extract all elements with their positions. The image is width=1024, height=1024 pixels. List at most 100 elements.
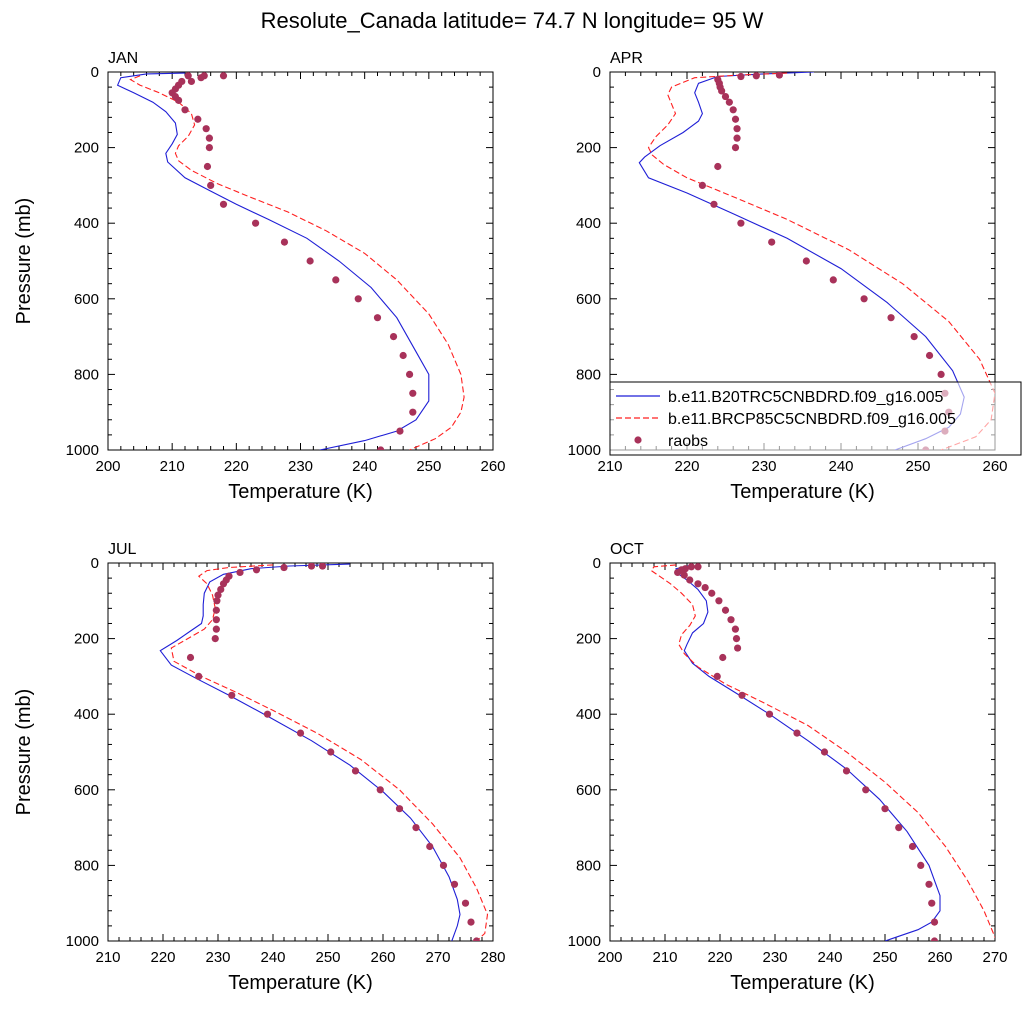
- y-tick-label: 0: [593, 555, 601, 572]
- raobs-point: [731, 144, 740, 152]
- raobs-point: [917, 861, 925, 870]
- y-tick-label: 0: [91, 555, 99, 572]
- x-tick-label: 220: [224, 458, 249, 475]
- rcp85-series-line: [650, 564, 995, 938]
- raobs-point: [734, 644, 742, 652]
- raobs-point: [228, 691, 236, 699]
- raobs-point: [205, 144, 213, 152]
- y-tick-label: 800: [74, 857, 99, 874]
- y-tick-label: 1000: [66, 933, 99, 950]
- raobs-point: [731, 115, 740, 123]
- raobs-point: [694, 580, 702, 588]
- legend-label: raobs: [668, 433, 708, 450]
- x-tick-label: 210: [95, 949, 120, 966]
- raobs-point: [802, 257, 810, 265]
- panels: 200 210 220 230 240 250 260 0 200 400 600 800 1000 JA…: [13, 50, 1008, 994]
- series-group: [159, 563, 489, 941]
- raobs-point: [895, 824, 903, 832]
- raobs-point: [727, 616, 735, 624]
- x-axis-label: Temperature (K): [228, 481, 373, 503]
- raobs-point: [439, 861, 448, 870]
- legend-label: b.e11.BRCP85C5CNBDRD.f09_g16.005: [668, 411, 956, 428]
- plot-frame: [609, 562, 996, 942]
- raobs-point: [186, 653, 195, 662]
- y-axis-label: Pressure (mb): [13, 198, 35, 325]
- raobs-point: [409, 389, 417, 397]
- raobs-point: [219, 200, 228, 208]
- panel-jan: 200 210 220 230 240 250 260 0 200 400 600 800 1000 JA…: [13, 50, 506, 503]
- raobs-point: [351, 767, 360, 775]
- x-axis-label: Temperature (K): [730, 972, 875, 994]
- raobs-point: [207, 181, 215, 189]
- raobs-point: [467, 918, 475, 926]
- panel-title: JUL: [108, 541, 137, 558]
- raobs-point: [426, 842, 434, 851]
- legend-marker: [634, 436, 642, 444]
- y-tick-label: 0: [593, 64, 601, 81]
- panel-title: JAN: [108, 50, 138, 67]
- x-tick-label: 230: [762, 949, 787, 966]
- x-tick-label: 240: [260, 949, 285, 966]
- y-tick-label: 600: [74, 782, 99, 799]
- x-tick-label: 210: [160, 458, 185, 475]
- raobs-point: [737, 72, 745, 81]
- raobs-point: [731, 625, 740, 633]
- panel-title: APR: [610, 50, 643, 67]
- raobs-point: [450, 880, 459, 888]
- y-tick-label: 1000: [66, 442, 99, 459]
- x-tick-label: 240: [828, 458, 853, 475]
- x-tick-label: 210: [652, 949, 677, 966]
- raobs-point: [307, 563, 316, 570]
- raobs-point: [829, 276, 837, 284]
- legend-box: [609, 381, 1022, 456]
- raobs-point: [212, 606, 220, 614]
- raobs-point: [694, 563, 702, 571]
- raobs-point: [729, 106, 737, 114]
- raobs-point: [775, 72, 783, 79]
- raobs-point: [674, 568, 682, 577]
- raobs-point: [925, 351, 934, 360]
- raobs-point: [752, 72, 760, 80]
- raobs-point: [184, 72, 192, 80]
- raobs-point: [930, 937, 939, 941]
- raobs-point: [197, 74, 205, 82]
- raobs-point: [461, 899, 470, 907]
- y-tick-label: 600: [576, 291, 601, 308]
- series-group: [650, 563, 995, 941]
- raobs-point: [405, 370, 414, 378]
- x-tick-label: 200: [597, 949, 622, 966]
- figure-title: Resolute_Canada latitude= 74.7 N longitu…: [261, 8, 764, 33]
- raobs-point: [236, 568, 244, 577]
- x-tick-label: 220: [707, 949, 732, 966]
- historical-series-line: [116, 72, 430, 450]
- raobs-point: [377, 446, 385, 450]
- x-tick-label: 250: [315, 949, 340, 966]
- raobs-point: [687, 563, 696, 571]
- x-tick-label: 230: [205, 949, 230, 966]
- y-tick-label: 200: [74, 631, 99, 648]
- raobs-point: [205, 134, 213, 142]
- x-tick-label: 250: [872, 949, 897, 966]
- rcp85-series-line: [129, 75, 465, 450]
- x-tick-label: 260: [370, 949, 395, 966]
- historical-series-line: [675, 564, 941, 941]
- raobs-point: [409, 408, 417, 416]
- raobs-point: [211, 635, 219, 643]
- raobs-point: [732, 635, 741, 643]
- raobs-point: [710, 200, 718, 208]
- raobs-point: [194, 115, 202, 123]
- y-tick-label: 600: [576, 782, 601, 799]
- raobs-point: [793, 729, 801, 737]
- raobs-point: [765, 710, 774, 718]
- raobs-point: [738, 691, 746, 699]
- raobs-point: [721, 606, 730, 614]
- rcp85-series-line: [170, 564, 489, 941]
- x-tick-label: 240: [817, 949, 842, 966]
- raobs-point: [354, 295, 362, 303]
- panel-title: OCT: [610, 541, 644, 558]
- raobs-point: [412, 824, 420, 832]
- raobs-point: [680, 571, 688, 579]
- raobs-point: [212, 625, 220, 633]
- raobs-point: [713, 672, 721, 681]
- raobs-point: [718, 87, 726, 95]
